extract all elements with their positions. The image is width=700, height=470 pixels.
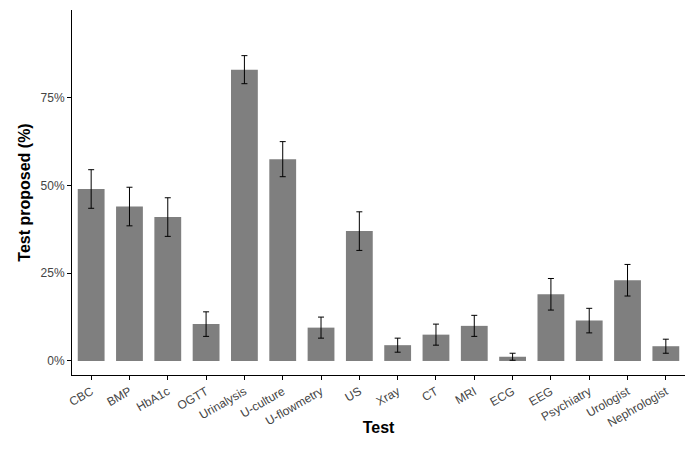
svg-text:0%: 0% [47,354,65,368]
svg-text:50%: 50% [41,179,65,193]
svg-text:US: US [342,384,363,404]
svg-text:Test proposed (%): Test proposed (%) [16,123,33,261]
svg-text:25%: 25% [41,266,65,280]
svg-text:Urologist: Urologist [584,384,633,420]
svg-text:BMP: BMP [104,384,134,409]
svg-text:OGTT: OGTT [175,384,211,413]
svg-text:HbA1c: HbA1c [134,384,172,414]
svg-text:U-flowmetry: U-flowmetry [263,384,325,428]
svg-text:Nephrologist: Nephrologist [605,384,671,430]
svg-text:EEG: EEG [526,384,555,409]
svg-text:MRI: MRI [453,384,479,407]
svg-text:Psychiatry: Psychiatry [539,384,594,424]
svg-text:Xray: Xray [374,384,402,408]
svg-text:Test: Test [363,419,395,436]
svg-text:75%: 75% [41,91,65,105]
svg-text:U-culture: U-culture [238,384,287,421]
svg-text:CBC: CBC [67,384,96,409]
svg-text:ECG: ECG [488,384,518,409]
svg-text:Urinalysis: Urinalysis [197,384,249,422]
svg-text:CT: CT [420,384,441,404]
